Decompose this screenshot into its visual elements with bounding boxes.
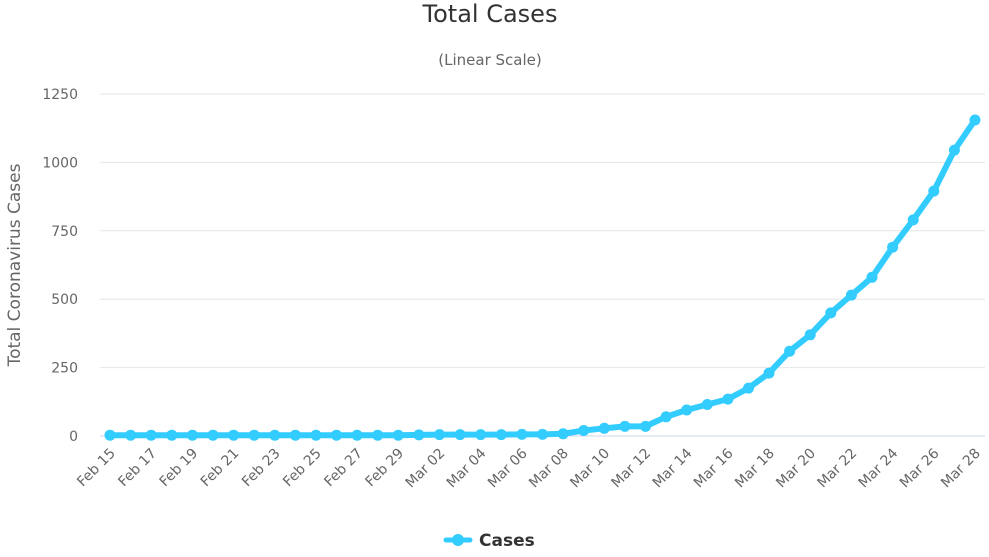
- data-point[interactable]: [186, 429, 198, 441]
- data-point[interactable]: [825, 307, 837, 319]
- data-point[interactable]: [845, 289, 857, 301]
- x-tick-label: Mar 28: [938, 446, 984, 492]
- data-point[interactable]: [104, 429, 116, 441]
- data-point[interactable]: [248, 429, 260, 441]
- data-point[interactable]: [413, 429, 425, 441]
- x-tick-label: Feb 21: [198, 446, 243, 491]
- y-tick-label: 1000: [42, 155, 78, 171]
- x-tick-label: Mar 08: [526, 446, 572, 492]
- legend-dot-marker: [452, 534, 464, 546]
- data-point[interactable]: [619, 420, 631, 432]
- data-point[interactable]: [372, 429, 384, 441]
- data-point[interactable]: [640, 420, 651, 432]
- chart-subtitle: (Linear Scale): [438, 51, 541, 69]
- x-tick-label: Mar 22: [815, 446, 861, 492]
- data-point[interactable]: [331, 429, 342, 441]
- data-point[interactable]: [495, 429, 507, 441]
- data-point[interactable]: [763, 367, 775, 379]
- data-point[interactable]: [866, 271, 878, 283]
- data-point[interactable]: [598, 422, 610, 434]
- x-tick-label: Feb 19: [157, 446, 202, 491]
- data-point[interactable]: [660, 411, 672, 423]
- data-point[interactable]: [145, 429, 157, 441]
- x-tick-label: Mar 10: [567, 446, 613, 492]
- data-point[interactable]: [475, 429, 487, 441]
- series-line[interactable]: [107, 117, 978, 439]
- data-point[interactable]: [537, 428, 548, 440]
- chart-title: Total Cases: [422, 0, 558, 28]
- data-point[interactable]: [784, 345, 796, 357]
- y-tick-label: 250: [51, 361, 78, 377]
- data-point[interactable]: [578, 425, 590, 436]
- data-point[interactable]: [557, 428, 569, 440]
- data-point[interactable]: [887, 241, 899, 253]
- data-point[interactable]: [289, 429, 301, 441]
- data-point[interactable]: [516, 428, 528, 440]
- data-point[interactable]: [948, 144, 960, 156]
- x-tick-label: Feb 29: [363, 446, 408, 491]
- data-point[interactable]: [907, 214, 919, 226]
- x-tick-label: Mar 24: [856, 445, 902, 491]
- data-point[interactable]: [681, 404, 693, 416]
- y-tick-label: 0: [69, 429, 78, 445]
- x-tick-label: Feb 27: [321, 446, 366, 491]
- legend[interactable]: Cases: [443, 531, 535, 551]
- data-point[interactable]: [701, 399, 713, 410]
- x-tick-label: Feb 15: [74, 446, 119, 491]
- legend-label-cases[interactable]: Cases: [479, 531, 535, 551]
- data-point[interactable]: [351, 429, 363, 441]
- y-tick-label: 500: [51, 292, 78, 308]
- data-point[interactable]: [392, 429, 404, 441]
- y-tick-label: 750: [51, 224, 78, 240]
- data-point[interactable]: [434, 429, 445, 441]
- x-tick-label: Mar 04: [444, 445, 490, 491]
- data-point[interactable]: [207, 429, 219, 441]
- data-point[interactable]: [166, 429, 178, 441]
- x-tick-label: Mar 20: [773, 446, 819, 492]
- x-tick-label: Feb 25: [280, 446, 325, 491]
- series-cases[interactable]: [104, 114, 981, 441]
- x-tick-label: Mar 18: [732, 446, 778, 492]
- x-tick-label: Feb 17: [115, 446, 160, 491]
- x-tick-label: Mar 02: [403, 446, 449, 492]
- data-point[interactable]: [269, 429, 281, 441]
- data-point[interactable]: [722, 393, 734, 405]
- data-point[interactable]: [969, 114, 981, 126]
- x-tick-label: Mar 26: [897, 445, 943, 491]
- data-point[interactable]: [804, 329, 816, 341]
- x-tick-label: Mar 14: [650, 445, 696, 491]
- x-tick-label: Mar 06: [485, 445, 531, 491]
- data-point[interactable]: [454, 429, 466, 441]
- y-axis-label: Total Coronavirus Cases: [5, 163, 25, 367]
- data-point[interactable]: [310, 429, 322, 441]
- y-axis-ticks: 0 250 500 750 1000 1250: [42, 87, 78, 445]
- grid-lines: [100, 93, 985, 437]
- x-tick-label: Mar 12: [609, 446, 655, 492]
- x-tick-label: Feb 23: [239, 446, 284, 491]
- data-point[interactable]: [928, 185, 940, 197]
- data-point[interactable]: [125, 429, 137, 441]
- data-point[interactable]: [228, 429, 240, 441]
- y-tick-label: 1250: [42, 87, 78, 103]
- data-point[interactable]: [743, 382, 754, 394]
- x-tick-label: Mar 16: [691, 445, 737, 491]
